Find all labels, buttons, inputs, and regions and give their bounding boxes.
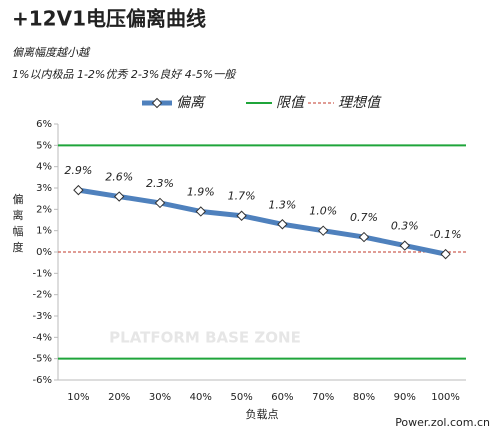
data-label: 1.0% xyxy=(309,205,337,218)
y-tick-label: -5% xyxy=(33,354,52,365)
y-tick-label: -2% xyxy=(33,290,52,301)
y-tick-label: -3% xyxy=(33,311,52,322)
y-tick-label: -6% xyxy=(33,375,52,386)
x-tick-label: 40% xyxy=(190,392,212,403)
marker xyxy=(73,184,84,196)
y-axis-label: 幅 xyxy=(13,225,24,238)
y-tick-label: 5% xyxy=(36,140,52,151)
marker xyxy=(113,191,125,202)
watermark: PLATFORM BASE ZONE xyxy=(109,329,301,347)
y-tick-label: 0% xyxy=(36,247,52,258)
x-tick-label: 80% xyxy=(353,392,375,403)
x-tick-label: 10% xyxy=(67,392,89,403)
chart-title: +12V1电压偏离曲线 xyxy=(12,7,206,31)
legend-marker xyxy=(151,97,163,109)
marker xyxy=(358,231,370,243)
y-axis-label: 离 xyxy=(13,208,24,222)
legend-label: 理想值 xyxy=(338,95,382,111)
data-label: 2.3% xyxy=(146,177,174,190)
y-axis-label: 偏 xyxy=(13,192,24,206)
data-label: 1.3% xyxy=(268,198,296,211)
y-tick-label: 3% xyxy=(36,183,52,194)
subtitle: 偏离幅度越小越 xyxy=(12,46,91,59)
data-label: -0.1% xyxy=(430,228,462,241)
data-label: 2.9% xyxy=(64,164,92,177)
x-tick-label: 70% xyxy=(312,392,334,403)
marker xyxy=(236,210,247,221)
marker xyxy=(277,219,288,230)
y-tick-label: 6% xyxy=(36,119,52,130)
y-tick-label: 1% xyxy=(36,226,52,237)
marker xyxy=(195,206,207,217)
legend-label: 偏离 xyxy=(176,95,206,111)
y-tick-label: 2% xyxy=(36,204,52,215)
marker xyxy=(440,248,451,260)
marker xyxy=(399,240,411,251)
x-tick-label: 50% xyxy=(230,392,252,403)
subtitle: 1%以内极品 1-2%优秀 2-3%良好 4-5%一般 xyxy=(12,68,237,81)
data-label: 1.7% xyxy=(228,190,256,203)
y-tick-label: -1% xyxy=(33,268,52,279)
data-label: 1.9% xyxy=(187,185,215,198)
marker xyxy=(154,197,166,209)
x-axis-label: 负载点 xyxy=(246,407,279,421)
legend-label: 限值 xyxy=(276,95,306,111)
x-tick-label: 60% xyxy=(271,392,293,403)
series-line xyxy=(78,187,447,257)
data-label: 0.7% xyxy=(350,211,378,224)
y-tick-label: -4% xyxy=(33,332,52,343)
footer: Power.zol.com.cn xyxy=(395,416,490,429)
data-label: 2.6% xyxy=(105,171,133,184)
data-label: 0.3% xyxy=(391,220,419,233)
x-tick-label: 90% xyxy=(394,392,416,403)
y-tick-label: 4% xyxy=(36,162,52,173)
x-tick-label: 30% xyxy=(149,392,171,403)
y-axis-label: 度 xyxy=(13,240,24,254)
x-tick-label: 100% xyxy=(431,392,460,403)
x-tick-label: 20% xyxy=(108,392,130,403)
marker xyxy=(317,225,329,236)
